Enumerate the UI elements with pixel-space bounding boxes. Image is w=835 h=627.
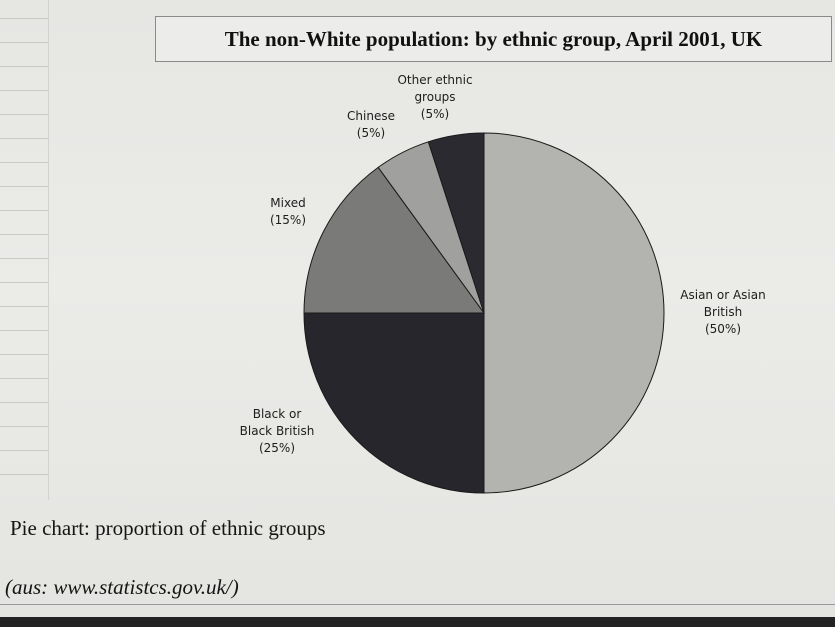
chart-title: The non-White population: by ethnic grou… [155,16,832,62]
source-note: (aus: www.statistcs.gov.uk/) [5,575,239,599]
label-asian: Asian or Asian British (50%) [680,288,766,336]
slice-mixed [303,166,485,314]
label-black: Black or Black British (25%) [239,407,315,455]
label-mixed: Mixed (15%) [269,196,307,227]
label-chinese: Chinese (5%) [347,109,395,140]
spreadsheet-row-lines [0,0,48,500]
slice-other [427,132,485,314]
chart-caption: Pie chart: proportion of ethnic groups [10,516,326,540]
slice-black [303,312,485,494]
slice-asian [483,132,665,494]
divider [0,604,835,605]
label-other: Other ethnic groups (5%) [397,73,473,121]
screen-bottom-edge [0,617,835,627]
spreadsheet-column-line [48,0,49,500]
